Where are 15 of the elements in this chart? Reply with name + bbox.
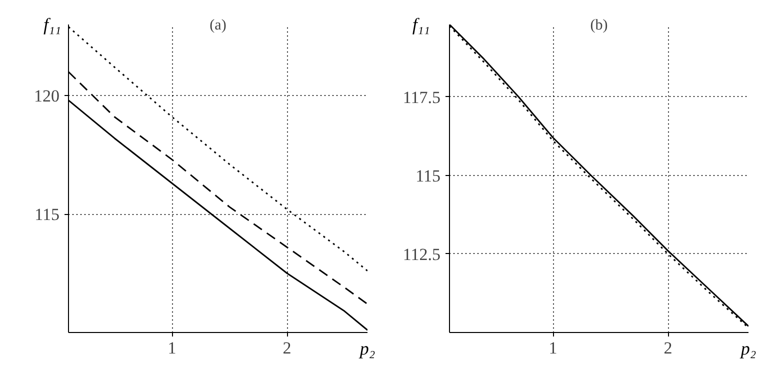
y-axis-title: f₁₁	[43, 14, 62, 34]
x-tick-label: 1	[548, 338, 558, 358]
y-tick-label: 117.5	[402, 88, 441, 107]
x-axis-title: p₂	[358, 338, 376, 358]
y-tick-label: 120	[34, 86, 60, 106]
x-axis-title: p₂	[738, 338, 756, 358]
x-tick-label: 1	[168, 338, 176, 358]
y-axis-title: f₁₁	[412, 14, 430, 34]
y-tick-label: 115	[34, 205, 60, 224]
y-tick-label: 115	[416, 166, 441, 186]
x-tick-label: 2	[664, 338, 672, 358]
x-tick-label: 2	[282, 338, 292, 358]
chart-title: (b)	[590, 18, 608, 34]
y-tick-label: 112.5	[402, 244, 441, 264]
chart-title: (a)	[210, 18, 226, 34]
